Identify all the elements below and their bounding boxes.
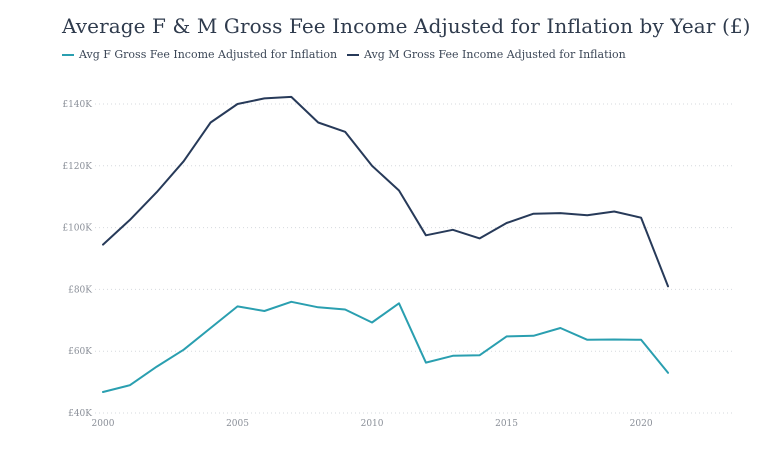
series-line-m [102, 95, 669, 288]
chart-legend: Avg F Gross Fee Income Adjusted for Infl… [62, 48, 636, 61]
series-line-f [102, 300, 669, 393]
x-tick-label: 2015 [495, 419, 518, 429]
y-tick-label: £40K [68, 409, 92, 419]
legend-item-f[interactable]: Avg F Gross Fee Income Adjusted for Infl… [62, 48, 337, 61]
legend-item-m[interactable]: Avg M Gross Fee Income Adjusted for Infl… [347, 48, 626, 61]
x-tick-label: 2020 [630, 419, 653, 429]
legend-swatch-f [62, 53, 74, 56]
x-tick-label: 2005 [226, 419, 249, 429]
legend-label-m: Avg M Gross Fee Income Adjusted for Infl… [364, 48, 626, 61]
y-tick-label: £60K [68, 347, 92, 357]
y-tick-label: £120K [62, 162, 92, 172]
chart-title: Average F & M Gross Fee Income Adjusted … [62, 14, 751, 38]
legend-swatch-m [347, 53, 360, 56]
legend-label-f: Avg F Gross Fee Income Adjusted for Infl… [79, 48, 338, 61]
x-tick-label: 2000 [92, 419, 115, 429]
y-tick-label: £80K [68, 285, 92, 295]
y-tick-label: £140K [62, 100, 92, 110]
y-tick-label: £100K [62, 224, 92, 234]
x-tick-label: 2010 [361, 419, 384, 429]
